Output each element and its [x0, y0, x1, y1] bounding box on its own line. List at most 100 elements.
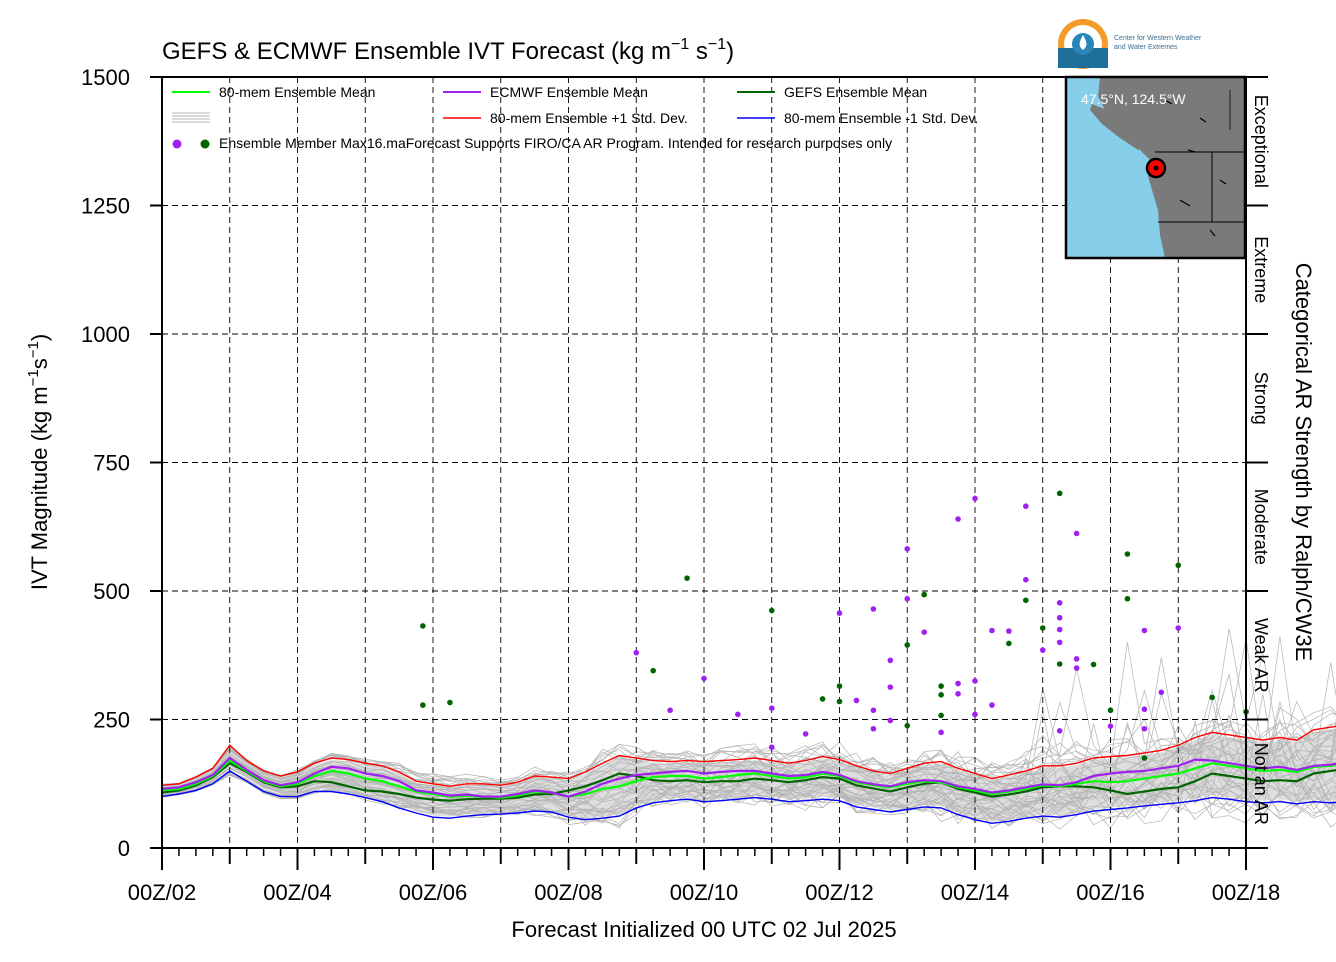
x-tick-label: 00Z/16	[1076, 880, 1145, 905]
max-point-ecmwf	[972, 711, 978, 718]
max-point-ecmwf	[904, 595, 911, 602]
max-point-gefs	[836, 698, 843, 705]
category-label: Weak AR	[1251, 618, 1271, 693]
ensemble-member-line	[161, 729, 1336, 795]
y-tick-label: 1500	[81, 65, 130, 90]
max-point-gefs	[1090, 661, 1097, 668]
x-tick-label: 00Z/12	[805, 880, 874, 905]
legend-label-minus-sd: 80-mem Ensemble -1 Std. Dev.	[784, 110, 978, 126]
max-point-ecmwf	[1056, 614, 1063, 621]
max-point-ecmwf	[921, 629, 927, 635]
max-point-gefs	[904, 642, 911, 648]
max-point-ecmwf	[853, 697, 860, 704]
max-point-ecmwf	[938, 729, 944, 736]
legend-label-ecmwf: ECMWF Ensemble Mean	[490, 84, 648, 100]
ensemble-member-line	[161, 700, 1336, 789]
y-tick-label: 0	[118, 836, 130, 861]
series-line-minus_sd	[161, 770, 1336, 825]
max-point-ecmwf	[989, 702, 995, 708]
cw3e-logo: Center for Western Weather and Water Ext…	[1058, 19, 1202, 69]
max-point-ecmwf	[1023, 576, 1029, 583]
max-point-ecmwf	[701, 675, 707, 682]
max-point-gefs	[938, 683, 944, 689]
gridlines	[162, 77, 1246, 848]
max-point-ecmwf	[1039, 647, 1046, 653]
legend-dot-ecmwf	[172, 139, 182, 149]
inset-location-label: 47.5°N, 124.5°W	[1081, 91, 1186, 107]
ensemble-member-line	[161, 717, 1336, 798]
logo-text-line2: and Water Extremes	[1114, 44, 1178, 51]
series-line-plus_sd	[161, 725, 1336, 788]
y-tick-label: 250	[93, 708, 130, 733]
max-point-ecmwf	[972, 495, 978, 502]
ensemble-member-line	[161, 724, 1336, 806]
max-point-ecmwf	[1006, 628, 1012, 634]
max-point-gefs	[904, 722, 911, 729]
max-point-ecmwf	[972, 678, 978, 684]
right-axis-label: Categorical AR Strength by Ralph/CW3E	[1291, 263, 1316, 662]
x-tick-label: 00Z/06	[399, 880, 468, 905]
chart-title: GEFS & ECMWF Ensemble IVT Forecast (kg m…	[162, 36, 734, 65]
max-point-ecmwf	[870, 606, 877, 612]
max-point-ecmwf	[836, 610, 843, 616]
y-tick-label: 1000	[81, 322, 130, 347]
plot-frame	[161, 76, 1247, 849]
x-tick-label: 00Z/14	[941, 880, 1010, 905]
max-point-ecmwf	[1056, 639, 1063, 646]
max-point-gefs	[1124, 551, 1131, 557]
x-tick-label: 00Z/04	[263, 880, 332, 905]
max-point-ecmwf	[904, 546, 911, 552]
ensemble-member-line	[161, 641, 1336, 786]
max-point-ecmwf	[802, 731, 809, 737]
max-point-gefs	[1107, 707, 1114, 714]
ensemble-member-line	[161, 737, 1336, 829]
max-point-gefs	[447, 699, 453, 706]
max-point-gefs	[420, 702, 426, 708]
legend: 80-mem Ensemble Mean Ensemble Member Max…	[172, 84, 978, 151]
max-points	[420, 490, 1249, 761]
max-point-ecmwf	[887, 717, 894, 724]
y-tick-label: 750	[93, 451, 130, 476]
ensemble-member-line	[161, 765, 1336, 816]
max-point-ecmwf	[955, 691, 961, 697]
legend-swatch-members	[172, 112, 210, 123]
logo-text-line1: Center for Western Weather	[1114, 35, 1202, 42]
x-tick-label: 00Z/10	[670, 880, 739, 905]
max-point-gefs	[684, 575, 690, 581]
max-point-ecmwf	[1107, 723, 1114, 729]
max-point-ecmwf	[1141, 627, 1148, 634]
inset-map: 47.5°N, 124.5°W	[1064, 75, 1247, 260]
y-tick-label: 500	[93, 579, 130, 604]
max-point-ecmwf	[1141, 706, 1148, 713]
max-point-gefs	[1209, 694, 1215, 701]
max-point-ecmwf	[1073, 665, 1080, 671]
max-point-ecmwf	[667, 707, 673, 714]
ensemble-member-line	[161, 636, 1336, 787]
max-point-ecmwf	[989, 627, 995, 634]
ensemble-member-line	[161, 718, 1336, 813]
max-point-gefs	[1023, 597, 1029, 604]
max-point-gefs	[768, 607, 775, 614]
axes: 0 250 500 750 1000 1250 1500 00Z/02 00Z/04 00Z/06…	[81, 65, 1280, 905]
series-line-gefs	[161, 761, 1336, 802]
max-point-gefs	[938, 712, 944, 719]
ensemble-member-line	[161, 668, 1336, 788]
category-label: Exceptional	[1251, 95, 1271, 188]
max-point-gefs	[921, 591, 927, 598]
max-point-ecmwf	[768, 705, 775, 711]
ensemble-member-line	[161, 729, 1336, 786]
ensemble-member-line	[161, 701, 1336, 816]
x-tick-label: 00Z/02	[128, 880, 197, 905]
ensemble-member-line	[161, 693, 1336, 820]
max-point-gefs	[819, 696, 826, 702]
y-tick-label: 1250	[81, 194, 130, 219]
max-point-ecmwf	[887, 684, 894, 690]
max-point-ecmwf	[870, 725, 877, 732]
max-point-ecmwf	[887, 657, 894, 664]
max-point-ecmwf	[870, 707, 877, 714]
series-line-ecmwf	[161, 756, 1336, 798]
max-point-gefs	[1175, 562, 1182, 569]
category-label: Moderate	[1251, 489, 1271, 565]
max-point-ecmwf	[1158, 689, 1165, 696]
max-point-gefs	[836, 683, 843, 689]
